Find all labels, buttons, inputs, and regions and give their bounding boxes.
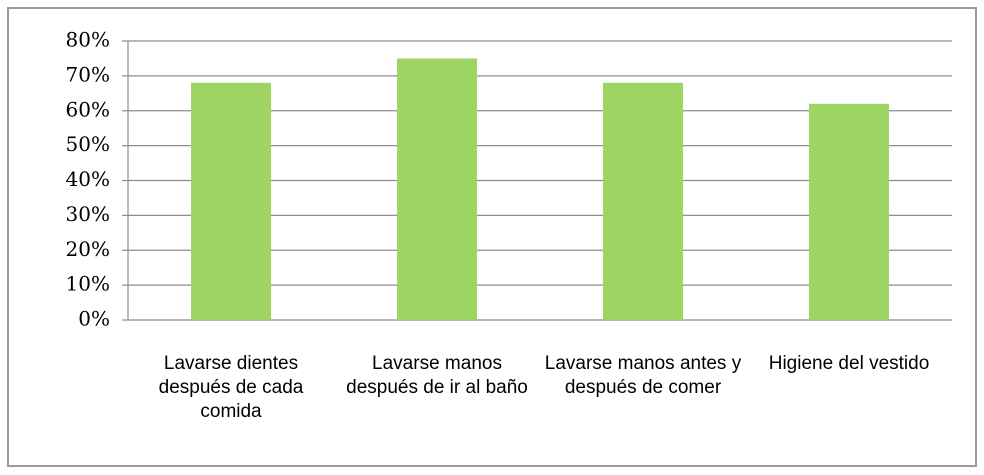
x-tick-label-box: Lavarse dientes después de cada comida	[158, 353, 304, 422]
x-tick-label-box: Lavarse manos después de ir al baño	[346, 353, 528, 398]
bar	[603, 82, 683, 320]
y-tick-label: 30%	[66, 202, 110, 226]
y-tick-label: 70%	[66, 62, 110, 86]
y-tick-label: 80%	[66, 28, 110, 52]
x-tick-label: Lavarse dientes después de cada comida	[158, 353, 304, 422]
x-tick-label-box: Lavarse manos antes y después de comer	[544, 353, 742, 398]
bar	[191, 82, 271, 320]
bar	[809, 103, 889, 321]
x-tick-label: Lavarse manos antes y después de comer	[544, 353, 742, 398]
y-tick-label: 20%	[66, 237, 110, 261]
x-tick-label-box: Higiene del vestido	[768, 353, 930, 374]
y-tick-label: 0%	[78, 307, 110, 331]
y-tick-label: 50%	[66, 132, 110, 156]
y-tick-label: 60%	[66, 97, 110, 121]
x-tick-label: Lavarse manos después de ir al baño	[346, 353, 528, 398]
y-tick-label: 40%	[66, 167, 110, 191]
bar	[397, 58, 477, 320]
y-tick-label: 10%	[66, 272, 110, 296]
x-tick-label: Higiene del vestido	[768, 353, 930, 374]
